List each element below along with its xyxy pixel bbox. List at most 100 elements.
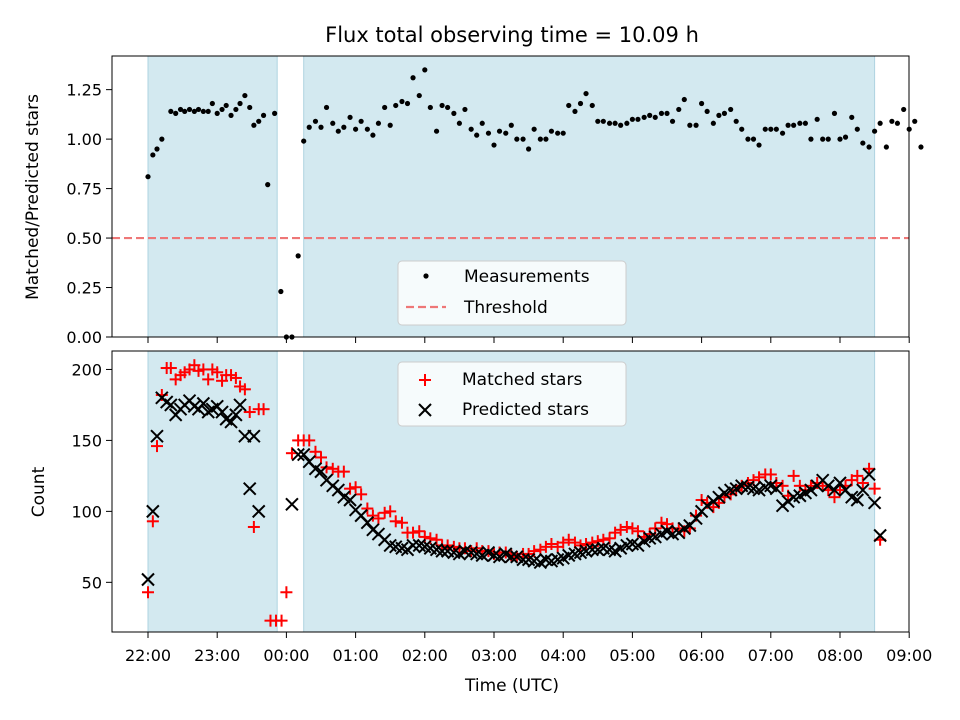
measurement-point — [918, 144, 924, 150]
matched-star-point — [361, 502, 374, 515]
measurement-point — [566, 102, 572, 109]
predicted-star-point — [331, 483, 346, 497]
measurement-point — [242, 92, 248, 99]
measurement-point — [618, 122, 624, 128]
x-tick-label: 02:00 — [402, 646, 448, 665]
measurement-point — [572, 108, 578, 115]
y-tick-label: 100 — [71, 502, 102, 521]
measurement-point — [629, 116, 636, 122]
matched-star-point — [787, 469, 800, 482]
matched-star-point — [609, 526, 622, 539]
measurement-point — [647, 112, 653, 118]
measurement-point — [721, 110, 728, 116]
measurement-point — [710, 120, 716, 126]
measurement-point — [247, 104, 253, 111]
measurement-point — [531, 126, 537, 132]
x-tick-label: 01:00 — [333, 646, 379, 665]
x-tick-label: 23:00 — [194, 646, 240, 665]
measurement-point — [410, 75, 416, 81]
measurement-point — [209, 100, 215, 107]
measurement-point — [716, 112, 722, 118]
predicted-star-point — [247, 429, 261, 443]
predicted-star-point — [821, 479, 835, 493]
legend-label-matched: Matched stars — [462, 370, 582, 390]
measurement-point — [797, 120, 803, 126]
matched-star-point — [326, 462, 339, 475]
measurement-point — [205, 108, 211, 115]
measurement-point — [577, 100, 584, 107]
predicted-star-point — [141, 572, 155, 587]
bottom-legend-box — [397, 361, 627, 427]
predicted-star-point — [504, 550, 519, 564]
measurement-point — [756, 142, 762, 148]
measurement-point — [773, 126, 779, 132]
matched-star-point — [384, 505, 397, 518]
predicted-star-point — [700, 498, 714, 513]
matched-star-point — [539, 540, 552, 553]
predicted-star-point — [360, 516, 375, 530]
measurement-point — [439, 102, 445, 109]
bottom-panel: 50 100 150 200 22:00 23:00 00:00 01:00 02:00 03:… — [29, 350, 932, 696]
measurement-point — [399, 98, 405, 105]
matched-star-point — [303, 434, 316, 447]
matched-star-point — [395, 516, 408, 529]
measurement-point — [664, 110, 670, 116]
measurement-point — [600, 118, 606, 124]
predicted-star-point — [164, 398, 178, 412]
measurement-point — [306, 124, 312, 130]
predicted-star-point — [769, 481, 784, 496]
bottom-legend: Matched stars Predicted stars — [397, 361, 627, 427]
measurement-point — [387, 122, 393, 128]
measurement-point — [560, 130, 566, 136]
matched-star-point — [372, 512, 385, 525]
measurement-point — [496, 128, 503, 134]
measurement-point — [323, 104, 330, 111]
predicted-stars-points — [141, 391, 887, 587]
measurement-point — [382, 104, 388, 111]
y-tick-label: 0.75 — [66, 180, 102, 199]
measurement-point — [894, 120, 901, 126]
measurement-point — [699, 100, 705, 107]
measurement-point — [687, 122, 693, 128]
chart-title: Flux total observing time = 10.09 h — [325, 23, 699, 47]
matched-star-point — [257, 403, 270, 416]
predicted-star-point — [150, 429, 164, 443]
predicted-star-point — [435, 544, 449, 558]
measurement-point — [814, 116, 820, 122]
measurement-point — [260, 112, 267, 118]
top-y-ticks: 0.00 0.25 0.50 0.75 1.00 1.25 — [66, 81, 112, 347]
y-tick-label: 50 — [82, 573, 102, 592]
top-legend: Measurements Threshold — [397, 260, 627, 326]
matched-star-point — [753, 471, 766, 484]
predicted-star-point — [314, 464, 328, 479]
predicted-star-point — [291, 447, 305, 462]
measurement-point — [768, 126, 774, 132]
measurement-point — [191, 108, 197, 115]
measurement-point — [251, 122, 257, 128]
matched-star-point — [764, 468, 777, 481]
matched-star-point — [146, 515, 159, 528]
legend-marker-measurements — [423, 273, 429, 279]
measurement-point — [312, 118, 319, 124]
measurement-point — [237, 100, 243, 107]
shaded-interval-0 — [147, 55, 278, 338]
matched-star-point — [315, 451, 327, 464]
predicted-star-point — [233, 398, 247, 412]
x-tick-label: 06:00 — [679, 646, 725, 665]
matched-star-point — [603, 532, 616, 545]
x-tick-label: 03:00 — [471, 646, 517, 665]
matched-star-point — [355, 488, 368, 501]
measurement-point — [445, 104, 451, 111]
matched-star-point — [142, 586, 154, 599]
measurement-point — [393, 102, 399, 109]
top-x-ticks — [147, 337, 910, 343]
matched-star-point — [243, 406, 256, 419]
top-legend-box — [397, 260, 627, 326]
matched-star-point — [626, 522, 639, 535]
predicted-star-point — [867, 496, 882, 510]
measurement-point — [295, 253, 301, 259]
measurement-point — [837, 136, 843, 142]
measurement-point — [693, 122, 699, 128]
matched-star-point — [280, 586, 293, 599]
